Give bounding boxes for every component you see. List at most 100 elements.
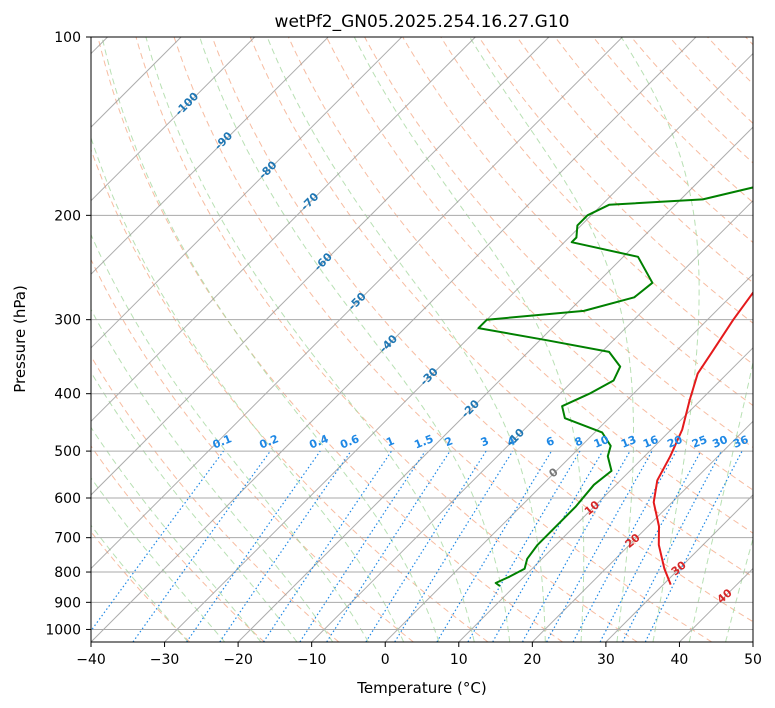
y-tick-label: 800 [54,565,81,581]
mixing-ratio-line [186,450,321,642]
x-tick-label: 20 [523,652,541,668]
dewpoint-profile-line [477,186,753,587]
mixing-ratio-label: 0.4 [307,432,330,451]
mixing-ratio-label: 25 [690,433,709,451]
moist-adiabat-line [91,426,262,642]
isotherm-line [458,347,753,642]
dry-adiabat-line [249,37,753,578]
mixing-ratio-line [546,450,653,642]
moist-adiabat-line [266,37,546,642]
isotherm-line [531,420,753,642]
mixing-ratio-label: 1 [384,434,396,449]
mixing-ratio-line [365,450,487,642]
y-tick-label: 300 [54,313,81,329]
moist-adiabat-line [725,536,753,642]
moist-adiabat-line [199,37,511,642]
isotherm-line [679,567,753,642]
isotherm-line [384,273,753,642]
y-tick-label: 400 [54,387,81,403]
x-tick-label: 30 [597,652,615,668]
moist-adiabat-line [353,37,585,642]
moist-adiabat-line [620,37,700,642]
dry-adiabat-line [91,148,489,642]
dry-adiabat-line [326,37,753,491]
dry-adiabat-line [630,37,753,164]
moist-adiabat-line [91,524,189,642]
temperature-profile-line [652,291,753,585]
y-axis: 100 200 300 400 500 600 700 800 900 1000 [45,30,91,638]
dry-adiabat-line [440,37,753,365]
mixing-ratio-line [521,450,631,642]
mixing-ratio-line [91,450,224,632]
isotherm-line [91,37,329,275]
x-tick-label: −40 [76,652,106,668]
y-tick-label: 900 [54,595,81,611]
moist-adiabat-line [101,37,440,642]
mixing-ratio-label: 13 [619,433,638,451]
dry-adiabat-line [516,37,753,284]
isotherm-line [164,52,753,642]
y-axis-title: Pressure (hPa) [11,285,29,393]
mixing-ratio-line [132,450,271,642]
dry-adiabat-line [669,37,753,125]
moist-adiabat-line [91,371,298,642]
y-tick-label: 600 [54,491,81,507]
x-tick-label: 50 [744,652,762,668]
isotherm-line [237,126,753,642]
dry-adiabat-line [135,37,638,642]
mixing-ratio-line [467,450,581,642]
moist-adiabat-line [91,136,405,642]
isotherm-line [91,37,550,496]
y-tick-label: 700 [54,531,81,547]
moist-adiabat-line [91,308,334,642]
dry-adiabat-line [91,258,414,642]
x-tick-label: 40 [671,652,689,668]
plot-frame [90,36,754,643]
dry-adiabat-line [478,37,753,324]
dry-adiabat-line [173,37,713,642]
dry-adiabat-line [91,445,265,642]
mixing-ratio-label: 8 [573,434,585,449]
isotherm-line [91,37,623,570]
x-tick-label: −20 [223,652,253,668]
mixing-ratio-label: 10 [592,433,611,451]
line-labels: 0.1 0.2 0.4 0.6 1 1.5 2 3 4 6 8 10 13 16 20 25 30 36-100-… [173,90,751,607]
mixing-ratio-label: 36 [731,433,750,451]
mixing-ratio-label: 2 [443,434,455,449]
y-tick-label: 500 [54,444,81,460]
isotherm-label: -70 [298,190,321,213]
y-tick-label: 200 [54,208,81,224]
y-tick-label: 100 [54,30,81,46]
mixing-ratio-line [394,450,514,642]
mixing-ratio-line [599,450,702,642]
dry-adiabat-line [554,37,753,244]
dry-adiabat-line [287,37,753,534]
moist-adiabat-line [469,37,634,642]
dry-adiabat-line [402,37,753,407]
x-tick-label: 0 [381,652,390,668]
x-axis-title: Temperature (°C) [356,679,486,697]
mixing-ratio-line [572,450,677,642]
mixing-ratio-label: 20 [665,433,684,451]
dry-adiabat-line [91,355,340,642]
x-tick-label: 10 [450,652,468,668]
moist-adiabat-line [145,37,475,642]
moist-adiabat-line [91,477,226,642]
mixing-ratio-label: 6 [544,434,556,449]
y-tick-label: 1000 [45,622,81,638]
mixing-ratio-line [299,450,426,642]
isotherm-label: -50 [346,290,369,313]
isotherm-line [91,37,476,423]
mixing-ratio-label: 16 [641,433,660,451]
isotherm-line [311,199,753,642]
plot-area [91,37,753,642]
chart-title: wetPf2_GN05.2025.254.16.27.G10 [275,12,570,32]
dry-adiabat-line [707,37,753,85]
isotherm-line [91,37,256,202]
dry-adiabat-line [211,37,753,623]
dry-adiabat-line [592,37,753,204]
mixing-ratio-line [436,450,553,642]
mixing-ratio-label: 0.1 [211,432,234,451]
mixing-ratio-line [326,450,451,642]
